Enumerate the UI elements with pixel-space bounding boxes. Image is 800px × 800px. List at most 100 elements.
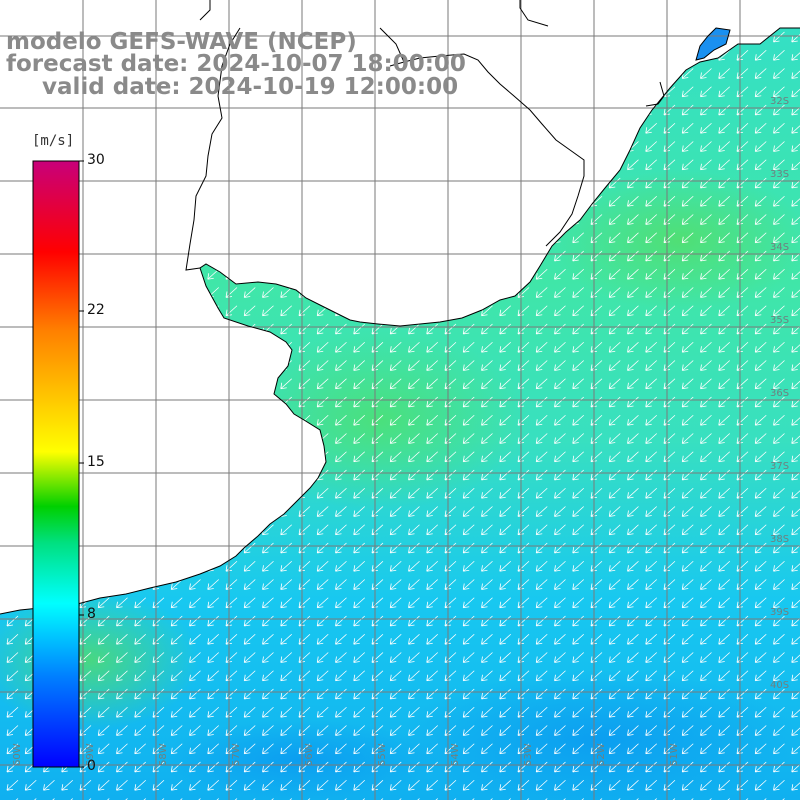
wind-arrow [426, 506, 439, 517]
wind-arrow [262, 597, 274, 609]
wind-arrow [535, 433, 548, 444]
wind-arrow [316, 506, 329, 517]
wind-arrow [754, 86, 767, 98]
wind-arrow [572, 688, 585, 700]
wind-arrow [608, 633, 621, 645]
lon-label: 58W [158, 743, 169, 766]
lon-label: 55W [377, 743, 388, 766]
wind-arrow [499, 360, 512, 371]
wind-arrow [316, 725, 329, 736]
wind-arrow [335, 688, 347, 700]
wind-arrow [116, 597, 128, 609]
wind-arrow [97, 597, 110, 609]
wind-arrow [572, 433, 585, 444]
wind-arrow [280, 725, 293, 736]
wind-arrow [408, 542, 420, 554]
wind-arrow [353, 579, 366, 590]
wind-arrow [572, 779, 585, 791]
wind-arrow [554, 451, 566, 463]
wind-arrow [791, 579, 800, 590]
wind-arrow [316, 652, 329, 663]
wind-arrow [718, 524, 731, 536]
wind-arrow [316, 597, 329, 609]
wind-arrow [316, 360, 329, 371]
wind-arrow [554, 633, 566, 645]
wind-arrow [116, 615, 128, 627]
wind-arrow [681, 761, 694, 773]
wind-arrow [207, 743, 220, 755]
wind-arrow [134, 633, 147, 645]
wind-arrow [791, 396, 800, 408]
wind-arrow [426, 524, 439, 536]
wind-arrow [773, 615, 785, 627]
wind-arrow [627, 433, 639, 444]
wind-arrow [627, 761, 639, 773]
wind-arrow [754, 341, 767, 353]
wind-arrow [608, 214, 621, 225]
wind-arrow [608, 232, 621, 244]
wind-arrow [627, 524, 639, 536]
wind-arrow [426, 542, 439, 554]
wind-arrow [572, 743, 585, 755]
wind-arrow [718, 396, 731, 408]
wind-arrow [754, 250, 767, 262]
wind-arrow [389, 633, 402, 645]
wind-arrow [535, 725, 548, 736]
wind-arrow [718, 195, 731, 207]
wind-arrow [280, 743, 293, 755]
wind-arrow [6, 779, 19, 791]
wind-arrow [6, 670, 19, 682]
wind-arrow [408, 341, 420, 353]
wind-arrow [681, 433, 694, 444]
wind-arrow [481, 542, 493, 554]
wind-arrow [645, 725, 658, 736]
wind-arrow [499, 542, 512, 554]
wind-arrow [754, 287, 767, 298]
wind-arrow [462, 743, 475, 755]
wind-arrow [572, 469, 585, 481]
wind-arrow [608, 542, 621, 554]
wind-arrow [627, 487, 639, 499]
wind-arrow [335, 579, 347, 590]
wind-arrow [773, 761, 785, 773]
wind-arrow [499, 743, 512, 755]
wind-arrow [572, 652, 585, 663]
wind-arrow [773, 159, 785, 171]
wind-arrow [389, 725, 402, 736]
wind-arrow [554, 560, 566, 572]
wind-arrow [535, 524, 548, 536]
wind-arrow [335, 487, 347, 499]
wind-arrow [134, 615, 147, 627]
wind-arrow [773, 524, 785, 536]
valid-date: valid date: 2024-10-19 12:00:00 [42, 74, 459, 100]
wind-arrow [627, 323, 639, 335]
wind-arrow [700, 433, 712, 444]
wind-arrow [627, 560, 639, 572]
wind-arrow [681, 360, 694, 371]
wind-arrow [773, 652, 785, 663]
wind-arrow [554, 597, 566, 609]
wind-arrow [700, 268, 712, 280]
wind-arrow [754, 560, 767, 572]
wind-arrow [773, 396, 785, 408]
wind-arrow [754, 779, 767, 791]
wind-arrow [170, 615, 183, 627]
wind-arrow [535, 287, 548, 298]
wind-arrow [262, 761, 274, 773]
wind-arrow [791, 524, 800, 536]
wind-arrow [316, 378, 329, 390]
wind-arrow [316, 487, 329, 499]
wind-arrow [791, 725, 800, 736]
wind-arrow [718, 268, 731, 280]
wind-arrow [262, 579, 274, 590]
wind-arrow [718, 633, 731, 645]
wind-arrow [408, 414, 420, 426]
wind-arrow [608, 250, 621, 262]
wind-arrow [681, 195, 694, 207]
wind-arrow [243, 560, 256, 572]
wind-arrow [700, 323, 712, 335]
wind-arrow [718, 706, 731, 718]
wind-arrow [353, 487, 366, 499]
wind-arrow [499, 597, 512, 609]
wind-arrow [754, 414, 767, 426]
